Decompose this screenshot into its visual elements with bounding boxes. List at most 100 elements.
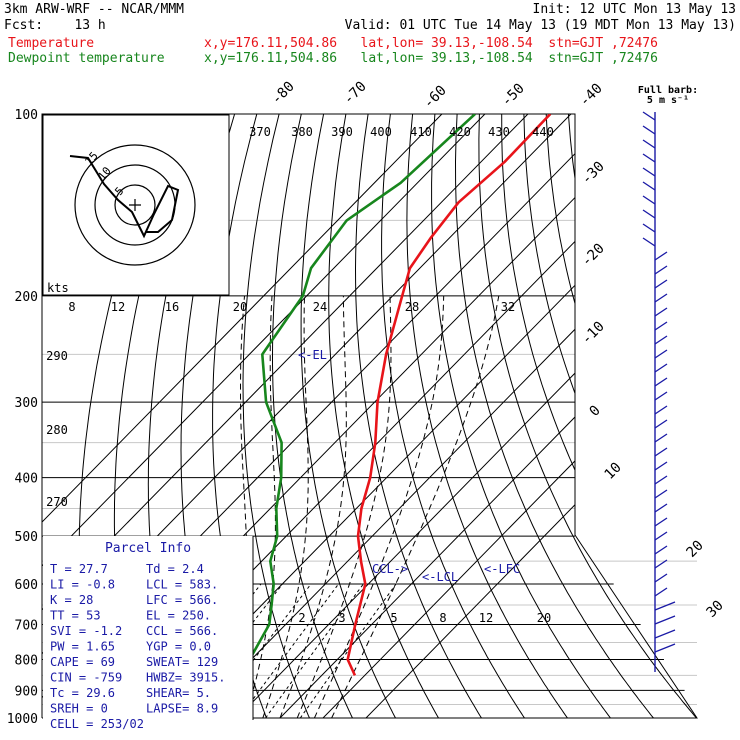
wind-barb xyxy=(654,419,668,429)
dry-adiabat-label: 440 xyxy=(532,125,554,139)
hodograph-center xyxy=(129,199,141,211)
parcel-info-left: CAPE = 69 xyxy=(50,655,115,669)
temperature-legend-info: x,y=176.11,504.86 lat,lon= 39.13,-108.54… xyxy=(204,36,658,51)
parcel-info-right: CCL = 566. xyxy=(146,624,218,638)
full-barb-value: 5 m s⁻¹ xyxy=(647,95,689,106)
isotherm-line xyxy=(322,114,697,718)
isotherm-label: -10 xyxy=(579,319,608,348)
moist-adiabat-label: 24 xyxy=(313,300,327,314)
isotherm-line xyxy=(236,114,697,718)
wind-barb xyxy=(642,139,656,149)
dewpoint-legend-label: Dewpoint temperature xyxy=(8,51,165,66)
wind-barb xyxy=(654,265,668,275)
parcel-info-left: LI = -0.8 xyxy=(50,578,115,592)
wind-barb xyxy=(654,503,668,513)
moist-adiabat-line xyxy=(313,295,445,718)
parcel-info-right: HWBZ= 3915. xyxy=(146,671,225,685)
level-marker-label: <-LFC xyxy=(484,562,520,576)
wind-barb xyxy=(654,293,668,303)
moist-adiabat-label: 8 xyxy=(68,300,75,314)
dry-adiabat-label: 380 xyxy=(291,125,313,139)
mixing-ratio-line xyxy=(238,583,339,718)
mixing-ratio-label: 3 xyxy=(338,611,345,625)
parcel-info-right: SHEAR= 5. xyxy=(146,686,211,700)
mixing-ratio-label: 20 xyxy=(537,611,551,625)
dry-adiabat-line xyxy=(501,114,697,718)
dry-adiabat-line xyxy=(612,114,697,718)
wind-barb xyxy=(654,349,668,359)
wind-barb xyxy=(654,433,668,443)
dewpoint-trace xyxy=(244,114,476,676)
wind-barb xyxy=(642,181,656,191)
wind-barb xyxy=(654,615,676,625)
isotherm-label: -50 xyxy=(499,81,528,110)
hodograph-ring xyxy=(114,184,156,226)
moist-adiabat-label: 20 xyxy=(233,300,247,314)
moist-adiabat-line xyxy=(331,295,500,718)
parcel-info-left: K = 28 xyxy=(50,593,93,607)
dewpoint-legend-info: x,y=176.11,504.86 lat,lon= 39.13,-108.54… xyxy=(204,51,658,66)
level-markers: <-EL CCL-> <-LCL <-LFC xyxy=(298,348,520,584)
dry-adiabat-label: 370 xyxy=(249,125,271,139)
mixing-ratio-line xyxy=(265,583,364,718)
wind-barb xyxy=(642,195,656,205)
hodograph-ring xyxy=(74,144,196,266)
wind-barbs: Full barb:5 m s⁻¹ xyxy=(638,85,698,672)
parcel-info-right: YGP = 0.0 xyxy=(146,640,211,654)
level-marker-label: CCL-> xyxy=(372,562,408,576)
parcel-info-box: Parcel Info T = 27.7 Td = 2.4 LI = -0.8 LCL … xyxy=(43,536,254,731)
wind-barb xyxy=(642,237,656,247)
dry-adiabat-label: 390 xyxy=(331,125,353,139)
mixing-ratio-label: 2 xyxy=(298,611,305,625)
lower-adiabat-label: 280 xyxy=(46,423,68,437)
isotherm-label: -20 xyxy=(579,241,608,270)
isotherm-label: 0 xyxy=(587,403,604,420)
parcel-info-right: LCL = 583. xyxy=(146,578,218,592)
isotherm-label: 10 xyxy=(602,460,625,483)
parcel-info-left: T = 27.7 xyxy=(50,562,108,576)
parcel-info-left: PW = 1.65 xyxy=(50,640,115,654)
lower-adiabat-label: 270 xyxy=(46,495,68,509)
moist-adiabat-label: 12 xyxy=(111,300,125,314)
wind-barb xyxy=(642,167,656,177)
parcel-info-right: LAPSE= 8.9 xyxy=(146,702,218,716)
sounding-traces xyxy=(244,114,552,676)
pressure-tick-label: 800 xyxy=(15,653,38,668)
level-marker-label: <-EL xyxy=(298,348,327,362)
wind-barb xyxy=(654,573,668,583)
wind-barb xyxy=(654,629,676,639)
full-barb-label: Full barb: xyxy=(638,85,698,96)
wind-barb xyxy=(654,307,668,317)
dry-adiabat-line xyxy=(454,114,654,718)
isotherm-line xyxy=(279,114,697,718)
isotherm-label: -70 xyxy=(341,79,370,108)
wind-barb xyxy=(654,559,668,569)
pressure-tick-label: 400 xyxy=(15,472,38,487)
dry-adiabat-line xyxy=(523,114,697,718)
wind-barb xyxy=(654,587,668,597)
isotherm-line xyxy=(42,114,443,718)
moist-adiabat-label: 32 xyxy=(501,300,515,314)
header-init: Init: 12 UTC Mon 13 May 13 xyxy=(532,2,737,17)
parcel-info-right: SWEAT= 129 xyxy=(146,655,218,669)
lower-adiabat-label: 290 xyxy=(46,349,68,363)
header-fcst: Fcst: 13 h xyxy=(4,18,106,33)
parcel-info-left: SVI = -1.2 xyxy=(50,624,122,638)
isotherm-label: -30 xyxy=(579,159,608,188)
dry-adiabat-line xyxy=(354,114,482,718)
dry-adiabat-label: 430 xyxy=(488,125,510,139)
pressure-tick-label: 500 xyxy=(15,530,38,545)
dry-adiabat-line xyxy=(242,114,310,718)
mixing-ratio-line xyxy=(209,583,312,718)
wind-barb xyxy=(654,447,668,457)
parcel-info-title: Parcel Info xyxy=(105,541,191,556)
wind-barb xyxy=(654,279,668,289)
isotherm-line xyxy=(42,114,529,718)
pressure-tick-label: 1000 xyxy=(7,712,38,727)
wind-barb xyxy=(654,321,668,331)
dry-adiabat-label: 420 xyxy=(449,125,471,139)
parcel-info-background xyxy=(43,536,253,720)
mixing-ratio-label: 12 xyxy=(479,611,493,625)
isotherm-label: -60 xyxy=(421,83,450,112)
